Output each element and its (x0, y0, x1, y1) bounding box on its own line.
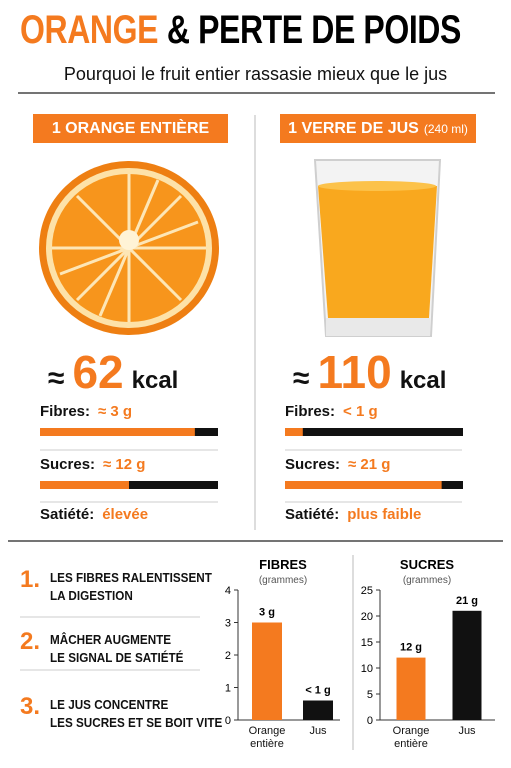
bar (303, 700, 333, 720)
y-tick-label: 0 (367, 715, 373, 727)
title: ORANGE & PERTE DE POIDS (20, 8, 461, 53)
column-header: 1 ORANGE ENTIÈRE (33, 114, 228, 143)
orange-illustration (39, 161, 219, 335)
x-tick-label: Orange entière (248, 725, 286, 750)
chart-subtitle: (grammes) (403, 575, 451, 586)
point-number: 1. (20, 566, 41, 593)
kcal-line: ≈62 kcal (48, 345, 178, 399)
y-tick-label: 15 (361, 637, 373, 649)
kcal-unit: kcal (131, 367, 179, 394)
bar (452, 610, 482, 720)
chart-subtitle: (grammes) (259, 575, 307, 586)
value-label: < 1 g (305, 685, 330, 697)
value-label: 3 g (259, 607, 275, 619)
row-value: élevée (102, 506, 149, 523)
row-value: plus faible (347, 506, 422, 523)
bar (252, 622, 282, 720)
y-tick-label: 4 (225, 585, 231, 597)
point-number: 3. (20, 693, 41, 720)
row-value: < 1 g (343, 403, 378, 420)
title-rest: & PERTE DE POIDS (166, 8, 461, 52)
value-label: 21 g (456, 595, 478, 607)
row-label: Fibres: (285, 403, 336, 420)
kcal-value: 110 (317, 346, 392, 398)
kcal-line: ≈110 kcal (293, 345, 446, 399)
row: Satiété: plus faible (285, 506, 421, 524)
point-text: LES FIBRES RALENTISSENT (50, 570, 212, 585)
kcal-unit: kcal (399, 367, 447, 394)
y-tick-label: 2 (225, 650, 231, 662)
subtitle: Pourquoi le fruit entier rassasie mieux … (63, 64, 448, 84)
bar-fill (285, 428, 303, 436)
column-label: 1 ORANGE ENTIÈRE (51, 120, 210, 137)
bar-track (285, 428, 463, 436)
y-tick-label: 10 (361, 663, 373, 675)
row: Sucres: ≈ 21 g (285, 456, 390, 474)
point-text: LES SUCRES ET SE BOIT VITE (50, 715, 223, 730)
row-label: Fibres: (40, 403, 91, 420)
bar-fill (40, 481, 129, 489)
title-accent: ORANGE (20, 8, 159, 52)
y-tick-label: 20 (361, 611, 373, 623)
row-label: Sucres: (285, 456, 341, 473)
column-label: 1 VERRE DE JUS (288, 120, 419, 137)
row: Sucres: ≈ 12 g (40, 456, 145, 474)
kcal-prefix: ≈ (293, 362, 310, 395)
row: Fibres: ≈ 3 g (40, 403, 132, 421)
y-tick-label: 0 (225, 715, 231, 727)
point-text: LE JUS CONCENTRE (50, 697, 169, 712)
y-tick-label: 3 (225, 618, 231, 630)
point-text: MÂCHER AUGMENTE (50, 632, 172, 647)
row-label: Satiété: (285, 506, 340, 523)
y-tick-label: 1 (225, 683, 231, 695)
row-label: Sucres: (40, 456, 96, 473)
bar-fill (40, 428, 195, 436)
chart-title: FIBRES (259, 557, 307, 572)
column-header: 1 VERRE DE JUS (240 ml) (280, 114, 476, 143)
row-value: ≈ 12 g (103, 456, 146, 473)
kcal-value: 62 (72, 346, 124, 398)
juice-glass-illustration (313, 159, 442, 337)
y-tick-label: 25 (361, 585, 373, 597)
row-value: ≈ 21 g (348, 456, 391, 473)
x-tick-label: Orange entière (392, 725, 430, 750)
bar-fill (285, 481, 442, 489)
point-text: LE SIGNAL DE SATIÉTÉ (50, 650, 184, 665)
row-value: ≈ 3 g (98, 403, 133, 420)
bar (396, 657, 426, 720)
y-tick-label: 5 (367, 689, 373, 701)
x-tick-label: Jus (309, 725, 327, 737)
kcal-prefix: ≈ (48, 362, 65, 395)
chart-title: SUCRES (400, 557, 455, 572)
point-number: 2. (20, 628, 41, 655)
value-label: 12 g (400, 642, 422, 654)
column-note: (240 ml) (423, 122, 468, 136)
row-label: Satiété: (40, 506, 95, 523)
point-text: LA DIGESTION (50, 588, 133, 603)
row: Fibres: < 1 g (285, 403, 378, 421)
x-tick-label: Jus (458, 725, 476, 737)
row: Satiété: élevée (40, 506, 148, 524)
